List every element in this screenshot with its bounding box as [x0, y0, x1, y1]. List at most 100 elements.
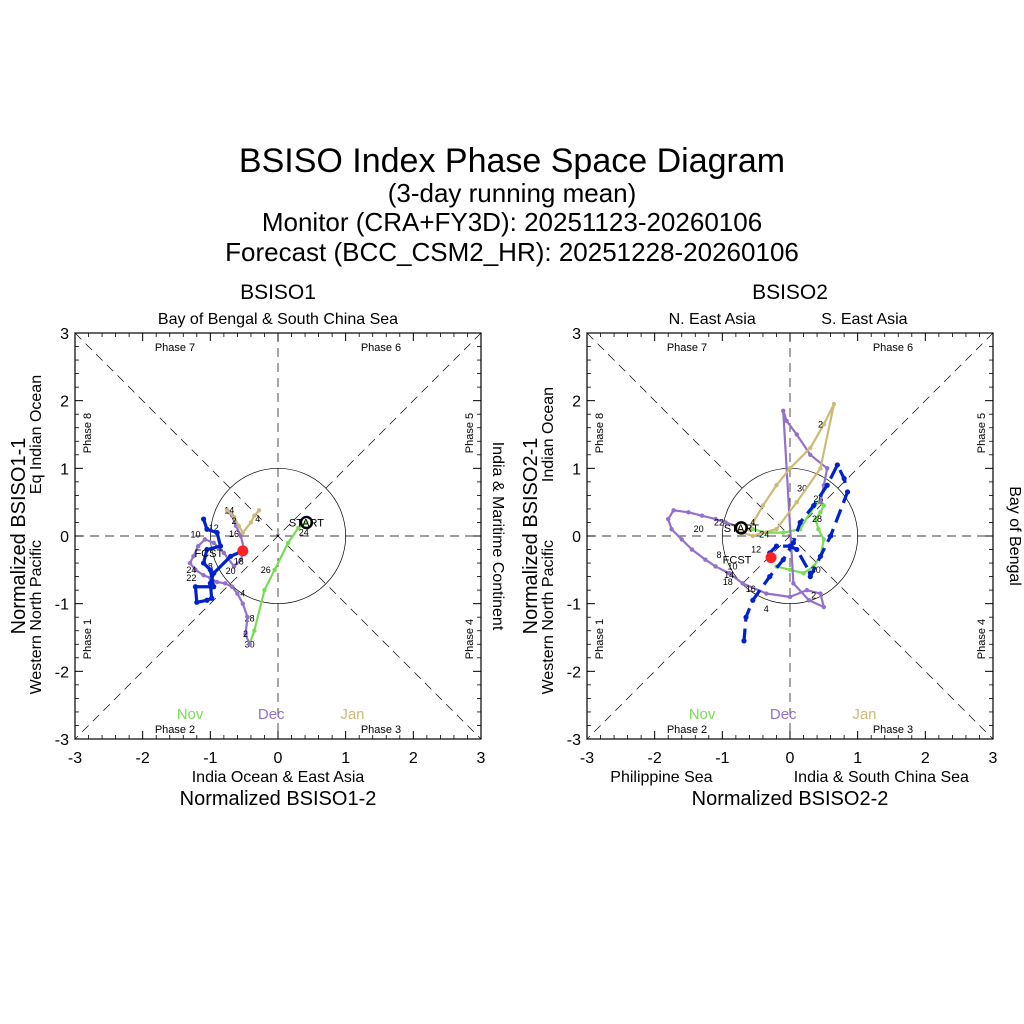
series-point-dec — [187, 560, 193, 566]
series-point-forecast — [207, 567, 213, 573]
fcst-marker — [765, 552, 777, 564]
series-point-dec — [223, 581, 228, 586]
day-label: 10 — [727, 561, 737, 571]
phase-label: Phase 6 — [873, 342, 913, 354]
series-point-dec — [808, 452, 813, 457]
series-point-dec — [214, 579, 220, 585]
series-point-dec — [784, 418, 789, 424]
day-label: 2 — [243, 629, 248, 639]
region-right-label: Bay of Bengal — [1006, 486, 1023, 586]
y-axis-label: Normalized BSISO2-1 — [520, 438, 542, 635]
y-tick-label: 0 — [572, 529, 581, 546]
day-label: 24 — [299, 528, 309, 538]
day-label: 20 — [226, 566, 236, 576]
phase-label: Phase 6 — [361, 342, 401, 354]
region-bottom-right-label: India & South China Sea — [794, 769, 969, 786]
series-point-nov — [787, 567, 793, 573]
x-tick-label: 3 — [477, 750, 486, 767]
day-label: 4 — [750, 517, 755, 527]
series-point-dec — [764, 591, 769, 596]
legend-nov: Nov — [689, 706, 716, 723]
phase-label: Phase 2 — [667, 724, 707, 736]
x-tick-label: -2 — [648, 750, 662, 767]
y-tick-label: -1 — [55, 597, 69, 614]
y-tick-label: -3 — [55, 732, 69, 749]
x-tick-label: -3 — [68, 750, 82, 767]
series-point-dec — [231, 564, 237, 569]
phase-label: Phase 8 — [82, 413, 94, 453]
day-label: 14 — [724, 570, 734, 580]
series-point-jan — [225, 508, 230, 513]
series-point-forecast — [217, 543, 224, 549]
series-point-dec — [713, 564, 718, 569]
series-point-dec — [686, 510, 691, 515]
phase-label: Phase 3 — [873, 724, 913, 736]
day-label: 16 — [229, 529, 239, 539]
series-point-jan — [808, 445, 813, 451]
series-point-jan — [236, 523, 241, 529]
day-label: 8 — [208, 561, 213, 571]
series-point-dec — [202, 537, 208, 542]
series-point-forecast — [204, 526, 210, 532]
series-line-forecast — [193, 518, 244, 604]
x-axis-label: Normalized BSISO2-2 — [692, 788, 889, 810]
series-point-dec — [201, 573, 206, 578]
series-point-jan — [760, 530, 766, 535]
series-point-jan — [747, 527, 752, 532]
series-point-dec — [221, 550, 227, 556]
region-left-outer-label: Indian Ocean — [540, 387, 557, 482]
series-point-nov — [252, 628, 257, 633]
phase-label: Phase 7 — [667, 342, 707, 354]
legend-dec: Dec — [258, 706, 285, 723]
legend-jan: Jan — [340, 706, 364, 723]
series-point-nov — [262, 587, 267, 593]
series-point-dec — [245, 615, 250, 620]
series-point-nov — [296, 525, 301, 531]
start-marker — [734, 521, 748, 535]
series-point-dec — [671, 508, 676, 513]
series-point-dec — [804, 587, 810, 593]
legend-dec: Dec — [770, 706, 797, 723]
start-label: START — [289, 517, 324, 529]
phase-label: Phase 5 — [976, 413, 988, 453]
series-point-forecast — [211, 570, 217, 576]
x-tick-label: -1 — [203, 750, 217, 767]
day-label: 4 — [255, 514, 260, 524]
day-label: 24 — [186, 565, 196, 575]
series-point-forecast — [787, 543, 793, 549]
series-point-jan — [774, 483, 779, 488]
day-label: 18 — [234, 557, 244, 567]
y-tick-label: 1 — [572, 461, 581, 478]
series-point-nov — [821, 503, 827, 508]
y-tick-label: 2 — [572, 394, 581, 411]
series-point-forecast — [204, 597, 210, 603]
series-point-forecast — [790, 540, 796, 546]
series-point-dec — [191, 554, 196, 559]
series-point-dec — [679, 537, 684, 542]
phase-label: Phase 1 — [594, 619, 606, 659]
series-point-forecast — [200, 516, 207, 522]
series-point-dec — [726, 571, 732, 576]
y-tick-label: 0 — [60, 529, 69, 546]
day-label: 24 — [759, 530, 769, 540]
series-point-nov — [781, 530, 786, 535]
x-tick-label: 0 — [786, 750, 795, 767]
series-point-dec — [818, 499, 823, 505]
series-point-dec — [247, 642, 252, 647]
series-point-forecast — [794, 546, 800, 553]
x-tick-label: 1 — [341, 750, 350, 767]
series-point-forecast — [797, 519, 803, 526]
series-point-jan — [774, 527, 779, 532]
series-point-dec — [806, 598, 812, 603]
series-point-dec — [193, 567, 198, 573]
region-top-right-label: S. East Asia — [821, 311, 907, 328]
series-point-dec — [195, 543, 201, 549]
y-tick-label: 2 — [60, 394, 69, 411]
y-tick-label: -3 — [567, 732, 581, 749]
phase-label: Phase 2 — [155, 724, 195, 736]
series-point-dec — [238, 557, 243, 562]
series-point-dec — [791, 581, 796, 586]
